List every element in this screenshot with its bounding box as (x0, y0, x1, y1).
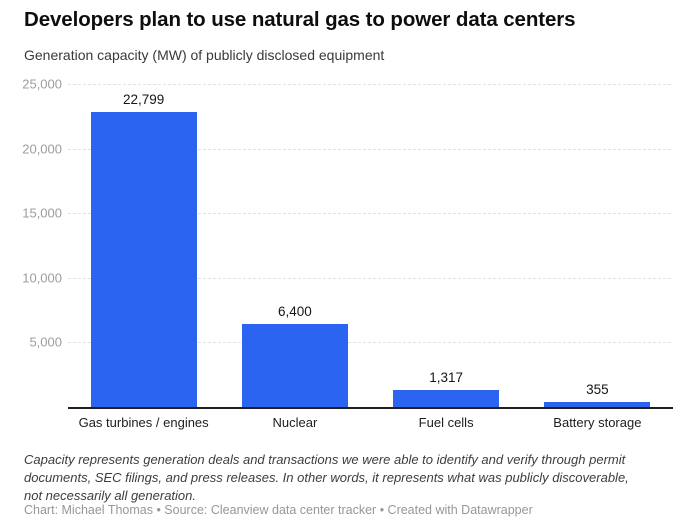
y-axis-tick-label: 25,000 (22, 76, 62, 92)
y-axis-tick-label: 10,000 (22, 270, 62, 286)
gridline (68, 277, 673, 279)
gridline (68, 148, 673, 150)
chart-footnote: Capacity represents generation deals and… (24, 452, 629, 503)
bar-chart: 5,000 10,000 15,000 20,000 25,000 22,799 Gas t… (0, 78, 683, 444)
chart-title: Developers plan to use natural gas to po… (24, 8, 576, 31)
bar (90, 112, 197, 407)
bar-value-label: 6,400 (277, 304, 312, 320)
gridline (68, 84, 673, 85)
bar-value-label: 1,317 (429, 369, 464, 385)
gridline (68, 342, 673, 344)
bar (544, 402, 651, 407)
y-axis-tick-label: 5,000 (29, 334, 62, 350)
category-label: Gas turbines / engines (78, 415, 209, 430)
y-axis-tick-label: 15,000 (22, 205, 62, 221)
bar-value-label: 355 (586, 382, 609, 398)
gridline (68, 213, 673, 215)
x-axis-baseline (68, 407, 673, 409)
bar-value-label: 22,799 (122, 92, 165, 108)
chart-subtitle: Generation capacity (MW) of publicly dis… (24, 47, 385, 63)
category-label: Fuel cells (418, 415, 474, 430)
bar (393, 389, 500, 407)
bar (241, 324, 348, 407)
chart-byline: Chart: Michael Thomas • Source: Cleanvie… (24, 503, 533, 517)
category-label: Nuclear (272, 415, 318, 430)
category-label: Battery storage (553, 415, 642, 430)
y-axis-tick-label: 20,000 (22, 141, 62, 157)
